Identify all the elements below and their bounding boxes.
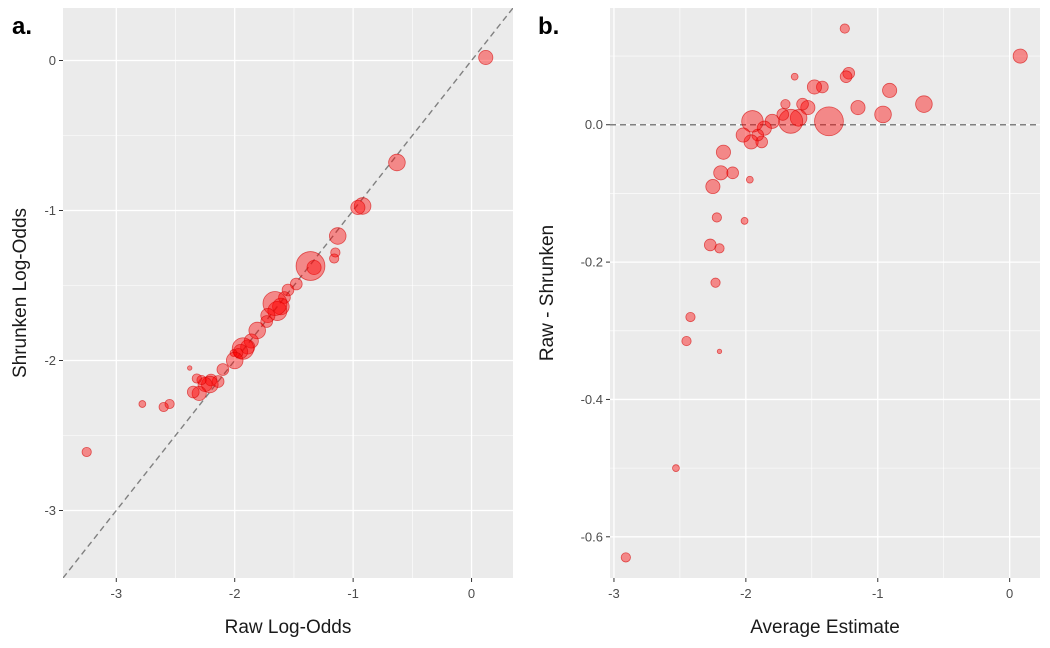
data-point (776, 108, 790, 121)
data-point (713, 165, 729, 181)
y-tick-label: -0.6 (581, 529, 603, 544)
data-point (780, 99, 791, 110)
data-point (248, 321, 266, 340)
data-point (816, 80, 829, 94)
data-point (260, 315, 273, 328)
y-tick-label: 0.0 (585, 117, 603, 132)
y-axis-title: Shrunken Log-Odds (10, 208, 31, 378)
panel-tag: b. (538, 13, 559, 40)
data-point (330, 247, 341, 258)
y-axis-title: Raw - Shrunken (537, 225, 558, 361)
y-tick-label: -0.4 (581, 392, 603, 407)
y-tick-label: -2 (44, 353, 56, 368)
data-point (388, 153, 406, 172)
data-point (191, 373, 202, 384)
data-point (882, 82, 898, 98)
y-tick-label: 0 (49, 53, 56, 68)
data-point (240, 339, 256, 355)
data-point (281, 283, 295, 297)
x-tick-label: -2 (740, 586, 752, 601)
data-point (672, 464, 680, 472)
data-point (295, 251, 326, 281)
x-tick-label: -2 (229, 586, 241, 601)
data-point (705, 179, 721, 195)
data-point (703, 238, 717, 252)
data-point (267, 301, 288, 321)
data-point (740, 217, 749, 225)
data-point (478, 50, 494, 66)
data-point (229, 349, 238, 357)
x-tick-label: -1 (872, 586, 884, 601)
data-point (81, 446, 92, 458)
data-point (806, 79, 822, 95)
data-point (839, 70, 853, 83)
data-point (874, 105, 892, 124)
panel-a: -3 -2 -1 0 -3 -2 -1 0 Raw Log-Odds Shrunken Log-O… (10, 8, 513, 638)
data-point (329, 253, 340, 264)
data-point (716, 348, 723, 354)
data-point (353, 197, 372, 215)
data-point (715, 144, 731, 160)
data-point (814, 106, 844, 137)
data-point (187, 365, 193, 371)
data-point (681, 336, 692, 347)
data-point (329, 227, 347, 245)
data-point (756, 120, 772, 136)
data-point (711, 212, 722, 223)
data-point (710, 277, 721, 288)
data-point (1012, 48, 1028, 64)
panel-tag: a. (12, 13, 32, 40)
data-point (350, 199, 366, 215)
data-point (186, 385, 200, 399)
plot-area (610, 23, 1040, 563)
data-point (745, 175, 754, 184)
data-point (306, 259, 322, 275)
data-point (778, 108, 804, 134)
x-axis-title: Raw Log-Odds (225, 617, 352, 638)
data-point (726, 166, 739, 180)
data-point (216, 363, 230, 376)
y-tick-label: -1 (44, 203, 56, 218)
data-point (620, 552, 631, 563)
data-point (800, 100, 816, 116)
y-tick-label: -0.2 (581, 255, 603, 270)
data-point (850, 100, 866, 116)
data-point (735, 127, 751, 143)
data-point (138, 400, 147, 408)
panel-b: -3 -2 -1 0 -0.6 -0.4 -0.2 0.0 Average Estimate Ra… (537, 8, 1040, 638)
y-tick-label: -3 (44, 503, 56, 518)
data-point (839, 23, 850, 34)
x-tick-label: -1 (347, 586, 359, 601)
x-axis-title: Average Estimate (750, 617, 900, 638)
x-tick-label: 0 (1006, 586, 1013, 601)
data-point (796, 97, 809, 111)
data-point (158, 401, 169, 413)
data-point (225, 351, 244, 370)
data-point (278, 291, 291, 304)
x-tick-label: 0 (468, 586, 475, 601)
data-point (755, 135, 768, 149)
data-point (741, 110, 764, 133)
x-tick-label: -3 (608, 586, 620, 601)
x-tick-label: -3 (111, 586, 123, 601)
data-point (915, 95, 933, 113)
data-point (685, 311, 696, 323)
plot-panel-background (610, 8, 1040, 578)
plot-area (63, 8, 513, 578)
data-point (164, 398, 175, 410)
data-point (790, 72, 799, 81)
